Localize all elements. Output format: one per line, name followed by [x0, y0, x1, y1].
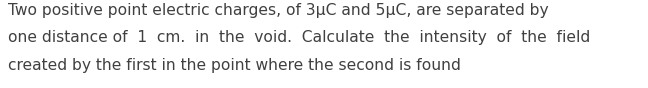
Text: Two positive point electric charges, of 3μC and 5μC, are separated by: Two positive point electric charges, of …	[8, 3, 549, 18]
Text: created by the first in the point where the second is found: created by the first in the point where …	[8, 58, 461, 73]
Text: one distance of  1  cm.  in  the  void.  Calculate  the  intensity  of  the  fie: one distance of 1 cm. in the void. Calcu…	[8, 30, 591, 45]
